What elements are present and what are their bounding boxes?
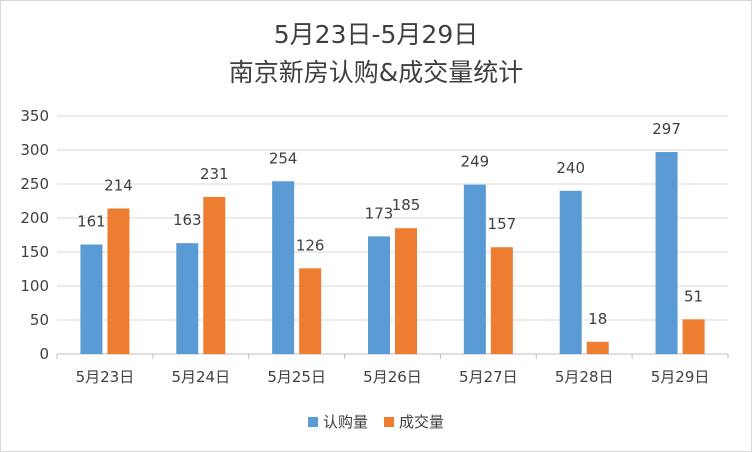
legend-label-transactions: 成交量 <box>399 413 445 431</box>
bar-transactions <box>107 208 130 354</box>
y-tick-label: 100 <box>20 277 49 295</box>
legend-item-subscriptions: 认购量 <box>307 411 368 432</box>
bar-subscriptions <box>368 236 390 354</box>
legend-label-subscriptions: 认购量 <box>322 413 368 431</box>
data-label: 173 <box>365 204 394 222</box>
bar-transactions <box>395 228 417 354</box>
legend-item-transactions: 成交量 <box>384 411 444 432</box>
data-label: 163 <box>173 211 202 229</box>
bar-transactions <box>490 247 513 354</box>
legend: 认购量 成交量 <box>1 411 751 432</box>
y-tick-label: 350 <box>20 107 49 125</box>
data-label: 51 <box>684 287 703 305</box>
bar-transactions <box>682 319 705 354</box>
data-label: 18 <box>588 310 607 328</box>
x-tick-label: 5月25日 <box>267 368 326 386</box>
x-tick-label: 5月27日 <box>459 368 518 386</box>
x-tick-label: 5月24日 <box>171 368 230 386</box>
bar-subscriptions <box>655 152 678 354</box>
data-label: 161 <box>77 213 106 231</box>
bar-transactions <box>203 196 226 354</box>
data-label: 157 <box>488 215 517 233</box>
y-tick-label: 0 <box>39 345 49 363</box>
data-label: 297 <box>652 120 681 138</box>
legend-swatch-subscriptions <box>307 416 318 427</box>
x-tick-label: 5月23日 <box>76 368 135 386</box>
bar-subscriptions <box>463 184 486 354</box>
y-tick-label: 250 <box>20 175 49 193</box>
y-tick-label: 150 <box>20 243 49 261</box>
data-label: 214 <box>104 176 133 194</box>
bar-subscriptions <box>272 181 295 354</box>
x-tick-label: 5月26日 <box>363 368 422 386</box>
chart-title-line2: 南京新房认购&成交量统计 <box>228 58 524 87</box>
chart-title-line1: 5月23日-5月29日 <box>273 20 479 49</box>
bar-transactions <box>586 341 609 354</box>
y-tick-label: 300 <box>20 141 49 159</box>
data-label: 126 <box>296 236 325 254</box>
data-label: 240 <box>556 159 585 177</box>
x-tick-label: 5月29日 <box>651 368 710 386</box>
data-label: 254 <box>269 149 298 167</box>
x-tick-label: 5月28日 <box>555 368 614 386</box>
bar-transactions <box>299 268 322 354</box>
bar-subscriptions <box>559 190 582 354</box>
bar-subscriptions <box>80 244 103 354</box>
y-tick-label: 200 <box>20 209 49 227</box>
data-label: 231 <box>200 165 229 183</box>
data-label: 185 <box>392 196 421 214</box>
legend-swatch-transactions <box>384 416 394 427</box>
y-tick-label: 50 <box>30 311 49 329</box>
bar-subscriptions <box>176 243 199 354</box>
data-label: 249 <box>461 153 490 171</box>
